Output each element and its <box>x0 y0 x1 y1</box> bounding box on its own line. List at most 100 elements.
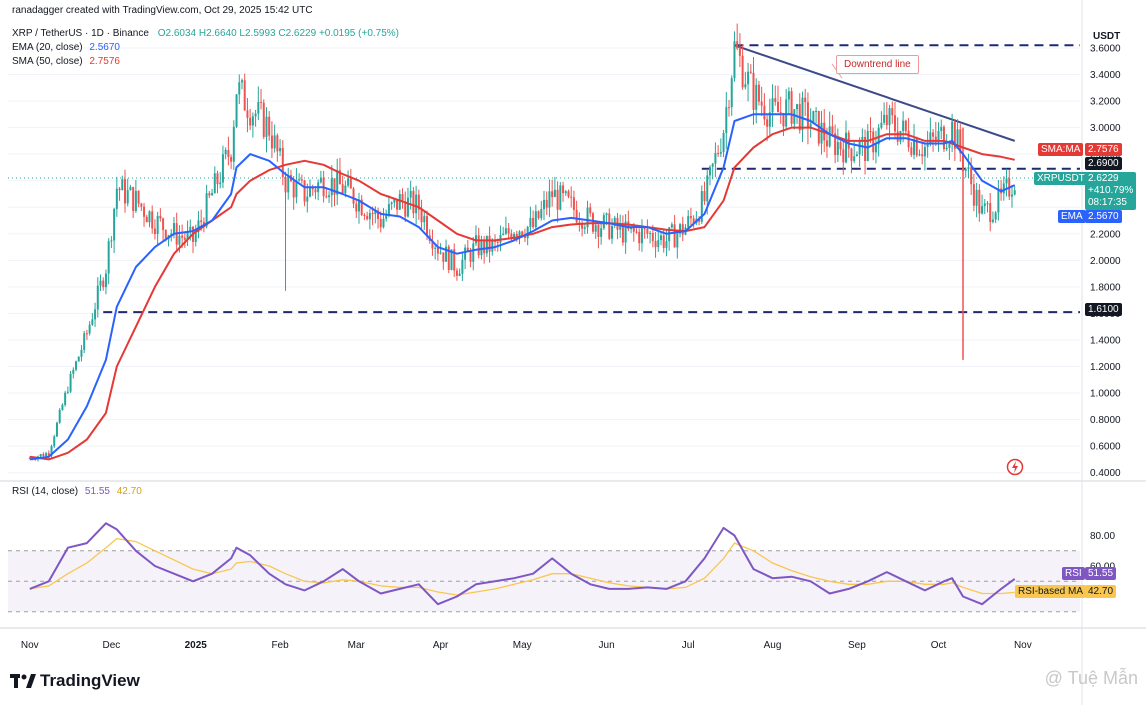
candle-body <box>224 149 227 155</box>
time-tick-label: Jul <box>682 640 695 651</box>
candle-body <box>434 247 437 249</box>
candle-body <box>230 156 233 162</box>
candle-body <box>238 82 241 95</box>
price-tick-label: 3.0000 <box>1090 123 1121 134</box>
price-tick-label: 3.6000 <box>1090 43 1121 54</box>
candle-body <box>140 203 143 207</box>
candle-body <box>959 129 962 154</box>
candle-body <box>809 123 812 129</box>
candle-body <box>782 112 785 127</box>
symbol-title[interactable]: XRP / TetherUS · 1D · Binance <box>12 28 149 39</box>
candle-body <box>885 114 888 126</box>
candle-body <box>303 180 306 202</box>
candle-body <box>352 188 355 204</box>
rsi-tag: RSI <box>1062 567 1085 580</box>
candle-body <box>855 154 858 157</box>
candle-body <box>349 178 352 189</box>
candle-body <box>423 216 426 223</box>
rsi-legend[interactable]: RSI (14, close) 51.55 42.70 <box>12 486 142 497</box>
rsi-value-label: 51.55 <box>1085 567 1117 580</box>
price-tick-label: 1.4000 <box>1090 335 1121 346</box>
candle-body <box>491 240 494 252</box>
candle-body <box>58 410 61 423</box>
candle-body <box>504 228 507 234</box>
candle-body <box>831 126 834 134</box>
price-tick-label: 1.0000 <box>1090 389 1121 400</box>
downtrend-annotation[interactable]: Downtrend line <box>836 55 919 74</box>
candle-body <box>246 110 249 118</box>
candle-body <box>776 101 779 113</box>
rsi-tick-label: 80.00 <box>1090 531 1115 542</box>
candle-body <box>738 48 741 56</box>
ohlc-values: O2.6034 H2.6640 L2.5993 C2.6229 +0.0195 … <box>157 28 400 39</box>
candle-body <box>279 147 282 152</box>
candle-body <box>404 201 407 217</box>
candle-body <box>918 154 921 156</box>
candle-body <box>300 179 303 181</box>
candle-body <box>480 239 483 256</box>
candle-body <box>455 270 458 276</box>
candle-body <box>779 112 782 114</box>
candle-body <box>507 228 510 234</box>
tradingview-logo[interactable]: TradingView <box>10 671 140 691</box>
candle-body <box>390 202 393 205</box>
candle-body <box>567 191 570 197</box>
candle-body <box>597 225 600 237</box>
candle-body <box>581 223 584 229</box>
candle-body <box>273 135 276 149</box>
candle-body <box>635 231 638 233</box>
sma-legend[interactable]: SMA (50, close) 2.7576 <box>12 56 120 67</box>
candle-body <box>254 113 257 117</box>
candle-body <box>605 213 608 216</box>
candle-body <box>880 122 883 128</box>
candle-body <box>706 175 709 202</box>
candle-body <box>888 108 891 126</box>
candle-body <box>972 184 975 206</box>
candle-body <box>69 373 72 392</box>
candle-body <box>181 235 184 238</box>
price-tick-label: 2.2000 <box>1090 229 1121 240</box>
candle-body <box>651 232 654 242</box>
candle-body <box>287 175 290 193</box>
candle-body <box>153 228 156 235</box>
candle-body <box>360 199 363 216</box>
candle-body <box>458 273 461 276</box>
currency-label[interactable]: USDT <box>1093 31 1121 42</box>
candle-body <box>510 233 513 240</box>
candle-body <box>654 241 657 248</box>
candle-body <box>904 120 907 132</box>
candle-body <box>850 148 853 161</box>
candle-body <box>121 179 124 191</box>
candle-body <box>646 228 649 234</box>
candle-body <box>611 225 614 239</box>
candle-body <box>728 107 731 109</box>
candle-body <box>896 131 899 142</box>
candle-body <box>227 149 230 157</box>
candle-body <box>757 84 760 102</box>
candle-body <box>679 224 682 234</box>
candle-body <box>118 188 121 191</box>
rsi-legend-value: 51.55 <box>84 486 110 497</box>
candle-countdown: 08:17:35 <box>1088 197 1127 208</box>
candle-body <box>50 446 53 456</box>
candle-body <box>572 197 575 210</box>
candle-body <box>796 104 799 110</box>
candle-body <box>221 154 224 183</box>
ema-legend[interactable]: EMA (20, close) 2.5670 <box>12 42 120 53</box>
candle-body <box>347 178 350 186</box>
rsi-legend-label: RSI (14, close) <box>12 486 79 497</box>
rsi-line <box>29 522 1016 606</box>
candle-body <box>673 224 676 248</box>
candle-body <box>94 309 97 320</box>
lightning-alert-icon[interactable] <box>1005 457 1025 477</box>
rsi-ma-line <box>29 537 1015 596</box>
candle-body <box>730 78 733 108</box>
candle-body <box>336 170 339 195</box>
candle-body <box>902 120 905 132</box>
candle-body <box>951 121 954 144</box>
candle-body <box>874 144 877 153</box>
candle-body <box>559 185 562 210</box>
candle-body <box>638 231 641 244</box>
candle-body <box>162 218 165 230</box>
